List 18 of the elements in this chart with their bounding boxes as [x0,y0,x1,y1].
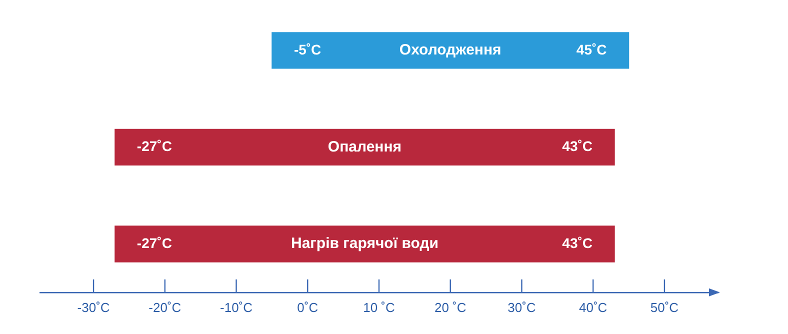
annotation: 43˚C [562,234,593,251]
x-tick-label: 10 ˚C [363,300,395,315]
annotation: 43˚C [562,138,593,154]
y-tick-label: Опалення [328,138,402,156]
x-tick-label: 40˚C [579,300,608,315]
annotation: -27˚C [136,234,172,251]
y-tick-label: Нагрів гарячої води [291,235,438,252]
x-tick-label: 20 ˚C [434,300,466,315]
x-tick-label: 50˚C [650,300,679,315]
x-tick-label: 30˚C [508,300,536,315]
x-tick-label: -20˚C [148,300,182,315]
annotation: -27˚C [136,138,172,154]
annotation: -5˚C [294,41,322,58]
x-tick-label: -10˚C [220,300,253,315]
annotation: 45˚C [576,41,607,58]
x-tick-label: 0˚C [297,300,318,315]
y-tick-label: Охолодження [399,42,502,59]
x-tick-label: -30˚C [77,300,110,315]
